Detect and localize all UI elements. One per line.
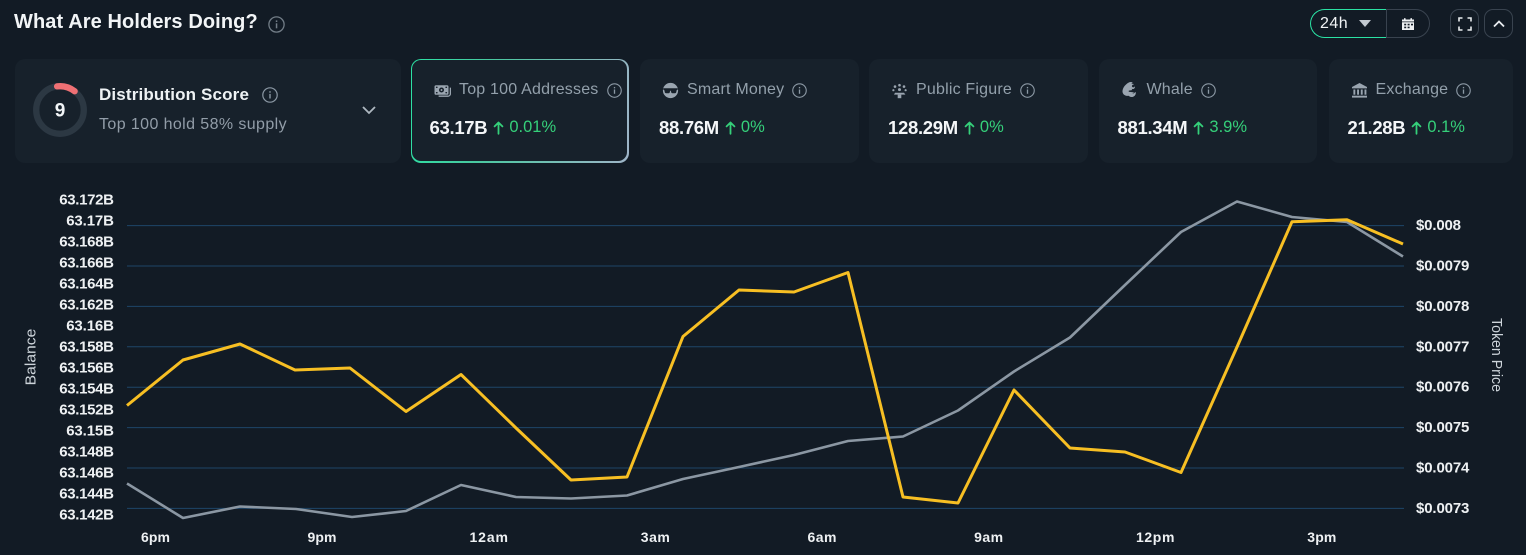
svg-text:3am: 3am: [641, 529, 670, 545]
svg-text:63.144B: 63.144B: [59, 486, 114, 503]
svg-text:6am: 6am: [808, 529, 837, 545]
svg-text:63.17B: 63.17B: [66, 213, 114, 230]
svg-text:63.172B: 63.172B: [59, 192, 114, 209]
svg-text:Balance: Balance: [23, 329, 40, 386]
svg-text:63.146B: 63.146B: [59, 465, 114, 482]
svg-text:$0.0074: $0.0074: [1416, 460, 1470, 477]
svg-text:63.158B: 63.158B: [59, 339, 114, 356]
svg-text:$0.0078: $0.0078: [1416, 298, 1469, 315]
svg-text:$0.0073: $0.0073: [1416, 500, 1469, 517]
svg-text:63.16B: 63.16B: [66, 318, 114, 335]
svg-text:63.156B: 63.156B: [59, 360, 114, 377]
svg-text:63.148B: 63.148B: [59, 444, 114, 461]
svg-text:63.154B: 63.154B: [59, 381, 114, 398]
svg-text:3pm: 3pm: [1307, 529, 1336, 545]
svg-text:9pm: 9pm: [308, 529, 337, 545]
svg-text:63.142B: 63.142B: [59, 507, 114, 524]
svg-text:63.162B: 63.162B: [59, 297, 114, 314]
svg-text:12am: 12am: [469, 529, 508, 545]
svg-text:63.168B: 63.168B: [59, 234, 114, 251]
svg-text:63.15B: 63.15B: [66, 423, 114, 440]
svg-text:12pm: 12pm: [1136, 529, 1175, 545]
svg-text:$0.0079: $0.0079: [1416, 258, 1469, 275]
svg-text:63.166B: 63.166B: [59, 255, 114, 272]
svg-text:6pm: 6pm: [141, 529, 170, 545]
svg-text:9am: 9am: [974, 529, 1003, 545]
svg-text:$0.008: $0.008: [1416, 217, 1461, 234]
svg-text:Token Price: Token Price: [1488, 318, 1505, 392]
svg-text:$0.0076: $0.0076: [1416, 379, 1469, 396]
svg-text:$0.0075: $0.0075: [1416, 419, 1469, 436]
svg-text:9: 9: [55, 101, 66, 122]
svg-text:63.152B: 63.152B: [59, 402, 114, 419]
svg-text:63.164B: 63.164B: [59, 276, 114, 293]
svg-text:$0.0077: $0.0077: [1416, 338, 1469, 355]
